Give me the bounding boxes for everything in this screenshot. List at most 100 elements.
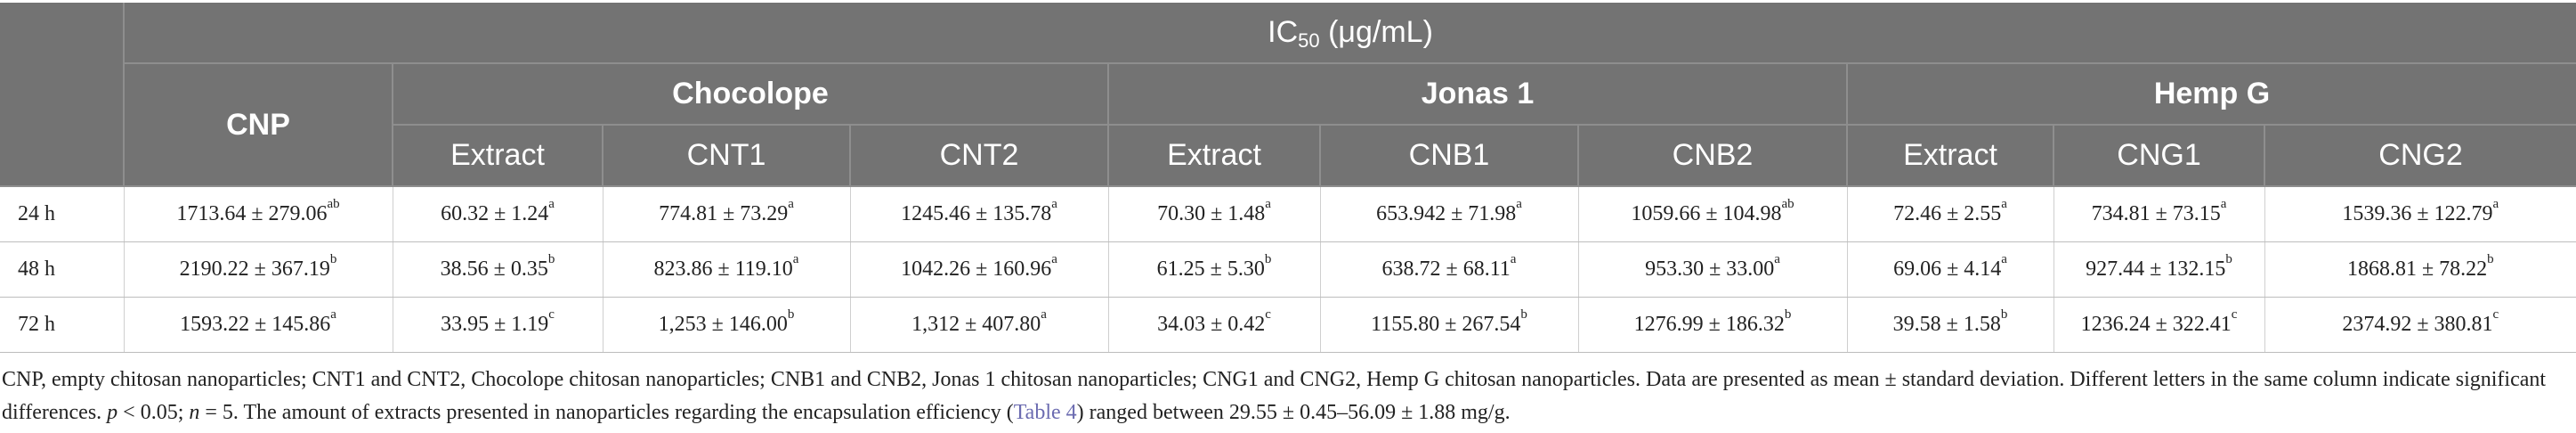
group-header-chocolope: Chocolope — [392, 63, 1108, 126]
table-cell: 33.95 ± 1.19c — [392, 297, 603, 353]
significance-letter: b — [2000, 307, 2008, 322]
ic50-table: IC50 (μg/mL) CNP Chocolope Jonas 1 Hemp … — [0, 3, 2576, 353]
cell-value: 1539.36 ± 122.79 — [2342, 202, 2493, 225]
cell-value: 1042.26 ± 160.96 — [901, 257, 1052, 281]
cell-value: 1155.80 ± 267.54 — [1371, 313, 1521, 336]
table-cell: 653.942 ± 71.98a — [1319, 186, 1578, 242]
table-cell: 1713.64 ± 279.06ab — [123, 186, 393, 242]
significance-letter: b — [329, 252, 337, 266]
table-cell: 34.03 ± 0.42c — [1107, 297, 1320, 353]
header-row-subcols: Extract CNT1 CNT2 Extract CNB1 CNB2 Extr… — [0, 125, 2576, 187]
cell-value: 653.942 ± 71.98 — [1376, 202, 1517, 225]
cell-value: 1,253 ± 146.00 — [658, 313, 788, 336]
cnp-header: CNP — [123, 63, 393, 187]
significance-letter: b — [2225, 252, 2232, 266]
cell-value: 72.46 ± 2.55 — [1893, 202, 2002, 225]
significance-letter: a — [1510, 252, 1517, 266]
significance-letter: b — [1264, 252, 1272, 266]
subcol-header: CNT1 — [602, 125, 850, 187]
table-row: 24 h 1713.64 ± 279.06ab 60.32 ± 1.24a 774.8… — [0, 186, 2576, 242]
significance-letter: c — [2231, 307, 2238, 322]
table-cell: 60.32 ± 1.24a — [392, 186, 603, 242]
significance-letter: c — [1265, 307, 1271, 322]
significance-letter: a — [1774, 252, 1780, 266]
row-label: 24 h — [0, 186, 124, 242]
cell-value: 69.06 ± 4.14 — [1893, 257, 2002, 281]
corner-cell — [0, 3, 124, 187]
significance-letter: c — [2492, 307, 2499, 322]
significance-letter: a — [2220, 197, 2227, 211]
significance-letter: a — [548, 197, 555, 211]
cell-value: 638.72 ± 68.11 — [1381, 257, 1511, 281]
table-cell: 1245.46 ± 135.78a — [849, 186, 1108, 242]
significance-letter: a — [2001, 252, 2007, 266]
significance-letter: a — [1265, 197, 1271, 211]
row-label: 48 h — [0, 241, 124, 298]
cell-value: 734.81 ± 73.15 — [2091, 202, 2221, 225]
table-body: 24 h 1713.64 ± 279.06ab 60.32 ± 1.24a 774.8… — [0, 186, 2576, 353]
subcol-header: CNG1 — [2053, 125, 2264, 187]
table-cell: 70.30 ± 1.48a — [1107, 186, 1320, 242]
significance-letter: a — [1041, 307, 1047, 322]
ic50-header: IC50 (μg/mL) — [122, 3, 2576, 64]
table-cell: 2190.22 ± 367.19b — [123, 241, 393, 298]
cell-value: 2190.22 ± 367.19 — [179, 257, 330, 281]
cell-value: 1276.99 ± 186.32 — [1633, 313, 1785, 336]
table-cell: 734.81 ± 73.15a — [2053, 186, 2264, 242]
group-header-jonas: Jonas 1 — [1107, 63, 1847, 126]
table-cell: 638.72 ± 68.11a — [1319, 241, 1578, 298]
significance-letter: b — [1520, 307, 1527, 322]
significance-letter: b — [787, 307, 795, 322]
cell-value: 1593.22 ± 145.86 — [180, 313, 331, 336]
table-cell: 2374.92 ± 380.81c — [2264, 297, 2576, 353]
table-cell: 72.46 ± 2.55a — [1846, 186, 2054, 242]
subcol-header: Extract — [392, 125, 603, 187]
table-cell: 1,253 ± 146.00b — [602, 297, 850, 353]
table-cell: 1276.99 ± 186.32b — [1577, 297, 1847, 353]
subcol-header: CNB2 — [1577, 125, 1847, 187]
significance-letter: a — [1051, 197, 1057, 211]
significance-letter: ab — [327, 197, 340, 211]
significance-letter: b — [2487, 252, 2494, 266]
cell-value: 70.30 ± 1.48 — [1157, 202, 1266, 225]
table-footnote: CNP, empty chitosan nanoparticles; CNT1 … — [2, 368, 2547, 424]
cell-value: 1,312 ± 407.80 — [911, 313, 1041, 336]
cell-value: 1059.66 ± 104.98 — [1631, 202, 1782, 225]
table-4-link[interactable]: Table 4 — [1013, 401, 1077, 424]
significance-letter: a — [792, 252, 799, 266]
table-row: 72 h 1593.22 ± 145.86a 33.95 ± 1.19c 1,253 … — [0, 297, 2576, 353]
significance-letter: a — [1516, 197, 1522, 211]
table-cell: 823.86 ± 119.10a — [602, 241, 850, 298]
significance-letter: a — [2001, 197, 2007, 211]
cell-value: 34.03 ± 0.42 — [1157, 313, 1266, 336]
subcol-header: CNB1 — [1319, 125, 1578, 187]
cell-value: 60.32 ± 1.24 — [441, 202, 549, 225]
significance-letter: b — [547, 252, 555, 266]
cell-value: 953.30 ± 33.00 — [1645, 257, 1775, 281]
significance-letter: a — [1051, 252, 1057, 266]
cell-value: 823.86 ± 119.10 — [653, 257, 793, 281]
cell-value: 774.81 ± 73.29 — [659, 202, 789, 225]
subcol-header: Extract — [1107, 125, 1320, 187]
table-cell: 1059.66 ± 104.98ab — [1577, 186, 1847, 242]
cell-value: 1713.64 ± 279.06 — [176, 202, 328, 225]
table-cell: 39.58 ± 1.58b — [1846, 297, 2054, 353]
table-cell: 1,312 ± 407.80a — [849, 297, 1108, 353]
cell-value: 1236.24 ± 322.41 — [2080, 313, 2232, 336]
significance-letter: c — [548, 307, 555, 322]
cell-value: 39.58 ± 1.58 — [1892, 313, 2001, 336]
cell-value: 927.44 ± 132.15 — [2086, 257, 2226, 281]
table-cell: 774.81 ± 73.29a — [602, 186, 850, 242]
significance-letter: b — [1784, 307, 1792, 322]
table-row: 48 h 2190.22 ± 367.19b 38.56 ± 0.35b 823.86… — [0, 241, 2576, 298]
table-cell: 61.25 ± 5.30b — [1107, 241, 1320, 298]
significance-letter: a — [788, 197, 794, 211]
cell-value: 2374.92 ± 380.81 — [2342, 313, 2493, 336]
table-cell: 1042.26 ± 160.96a — [849, 241, 1108, 298]
group-header-hemp-g: Hemp G — [1845, 63, 2576, 126]
significance-letter: a — [2492, 197, 2499, 211]
table-cell: 38.56 ± 0.35b — [392, 241, 603, 298]
table-cell: 1155.80 ± 267.54b — [1319, 297, 1578, 353]
table-cell: 1593.22 ± 145.86a — [123, 297, 393, 353]
table-cell: 1236.24 ± 322.41c — [2053, 297, 2264, 353]
